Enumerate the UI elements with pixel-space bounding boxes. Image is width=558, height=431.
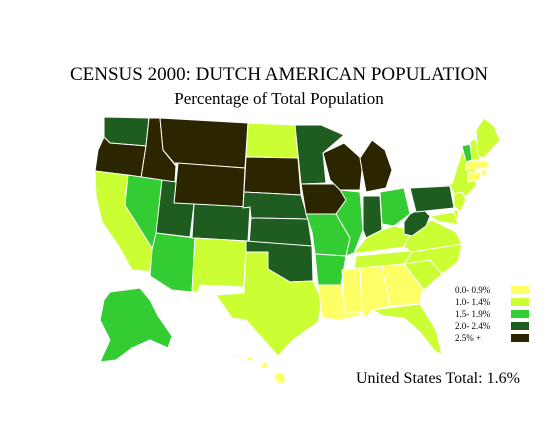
legend-swatch xyxy=(511,298,529,306)
state-pennsylvania xyxy=(409,185,455,213)
us-total-label: United States Total: 1.6% xyxy=(356,370,520,387)
legend-label: 2.0- 2.4% xyxy=(455,321,491,331)
state-maine xyxy=(475,117,501,159)
legend-row: 2.5% + xyxy=(455,332,545,344)
legend-row: 2.0- 2.4% xyxy=(455,320,545,332)
legend-swatch xyxy=(511,334,529,342)
state-nebraska xyxy=(242,191,309,220)
state-michigan xyxy=(359,139,393,193)
state-rhode-island xyxy=(481,169,488,177)
legend-row: 0.0- 0.9% xyxy=(455,284,545,296)
state-new-york xyxy=(417,149,477,197)
legend-row: 1.5- 1.9% xyxy=(455,308,545,320)
legend-swatch xyxy=(511,310,529,318)
legend-swatch xyxy=(511,286,529,294)
state-washington xyxy=(103,116,150,147)
state-maryland xyxy=(429,211,459,225)
state-montana xyxy=(159,117,249,169)
state-illinois xyxy=(335,189,364,257)
legend-label: 1.5- 1.9% xyxy=(455,309,491,319)
state-ohio xyxy=(379,187,411,227)
state-hawaii xyxy=(231,353,287,385)
legend-row: 1.0- 1.4% xyxy=(455,296,545,308)
state-south-dakota xyxy=(243,156,302,196)
state-kentucky xyxy=(353,225,413,254)
state-mississippi xyxy=(341,267,363,313)
state-georgia xyxy=(381,263,423,307)
legend-swatch xyxy=(511,322,529,330)
state-arkansas xyxy=(314,253,347,286)
state-colorado xyxy=(191,203,251,242)
state-new-mexico xyxy=(191,237,247,293)
state-north-dakota xyxy=(245,122,299,159)
state-wisconsin xyxy=(322,142,364,191)
legend-label: 0.0- 0.9% xyxy=(455,285,491,295)
state-connecticut xyxy=(467,171,482,183)
state-alaska xyxy=(99,287,173,363)
legend: 0.0- 0.9% 1.0- 1.4% 1.5- 1.9% 2.0- 2.4% … xyxy=(455,284,545,344)
state-wyoming xyxy=(173,162,246,209)
state-arizona xyxy=(149,232,196,293)
state-massachusetts xyxy=(465,159,491,171)
legend-label: 1.0- 1.4% xyxy=(455,297,491,307)
state-new-jersey xyxy=(453,191,467,213)
state-texas xyxy=(215,251,323,357)
state-west-virginia xyxy=(403,207,431,237)
map-subtitle: Percentage of Total Population xyxy=(174,89,384,108)
state-florida xyxy=(371,303,443,356)
legend-label: 2.5% + xyxy=(455,333,482,343)
map-title: CENSUS 2000: DUTCH AMERICAN POPULATION xyxy=(69,64,489,85)
